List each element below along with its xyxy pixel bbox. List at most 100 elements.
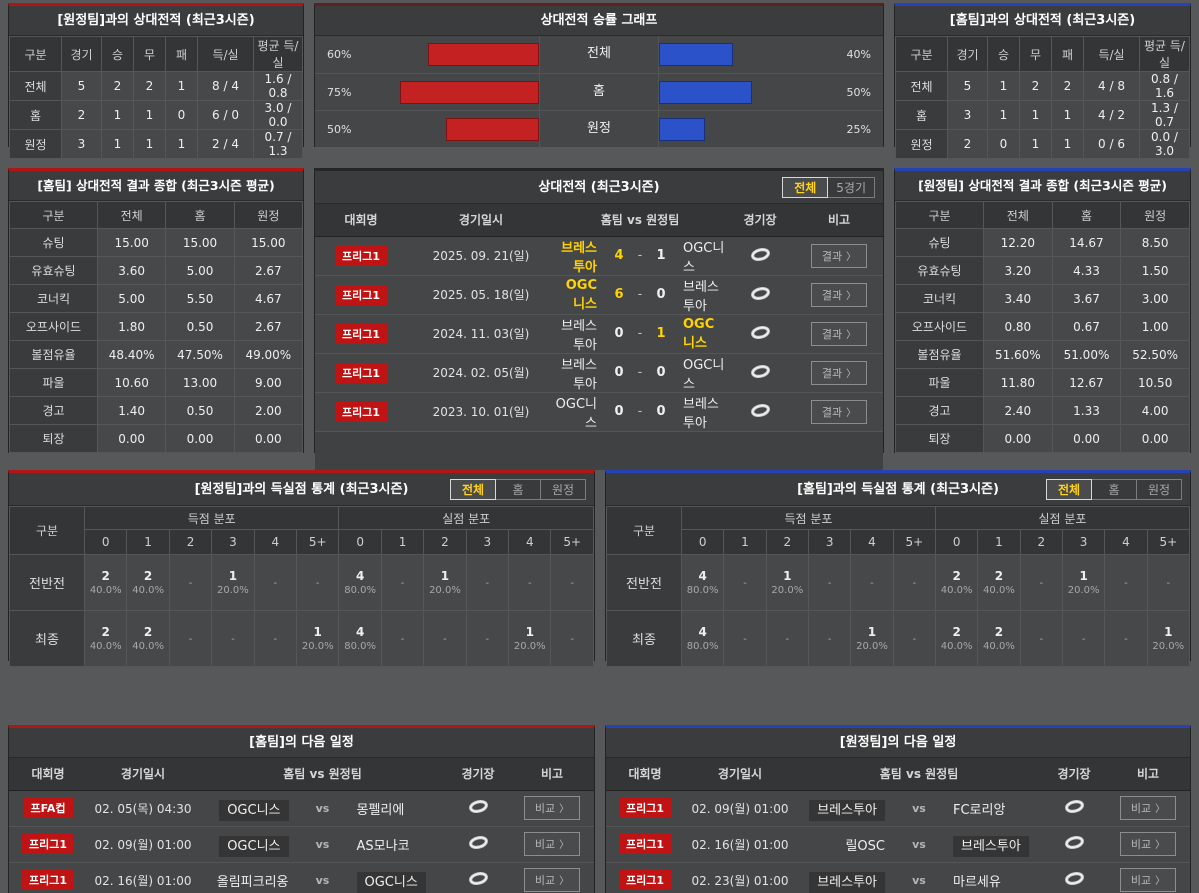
stadium-icon[interactable]	[750, 364, 771, 382]
result-button[interactable]: 결과 〉	[810, 399, 868, 424]
cell: -	[807, 610, 852, 667]
panel-title: [원정팀]과의 득실점 통계 (최근3시즌) 전체 홈 원정	[9, 473, 594, 506]
chart-row-label: 전체	[587, 46, 611, 61]
home-team-name: OGC니스	[219, 835, 289, 857]
col-header: 경기일시	[87, 758, 199, 791]
tab-last5[interactable]: 5경기	[827, 177, 875, 198]
cell: 3	[61, 129, 102, 159]
away-team-name: 몽펠리에	[356, 802, 405, 818]
cell: 1.00	[1120, 312, 1190, 341]
match-date: 02. 16(월) 01:00	[691, 837, 789, 852]
col-header: 전체	[96, 201, 167, 229]
cell: -	[1061, 610, 1106, 667]
stadium-icon[interactable]	[1064, 799, 1085, 817]
cell: 1 20.0%	[296, 610, 340, 667]
compare-button[interactable]: 비교 〉	[523, 832, 581, 856]
cell: 0	[987, 129, 1020, 159]
tab-home[interactable]: 홈	[1091, 479, 1137, 500]
cell: 4.33	[1051, 256, 1122, 285]
cell: 2 40.0%	[126, 610, 170, 667]
tab-away[interactable]: 원정	[1136, 479, 1182, 500]
compare-button[interactable]: 비교 〉	[1119, 796, 1177, 820]
row-label: 최종	[9, 610, 85, 667]
cell: 52.50%	[1120, 340, 1190, 369]
stadium-icon[interactable]	[1064, 835, 1085, 853]
table-row: 홈 3 1 1 1 4 / 2 1.3 / 0.7	[895, 100, 1190, 130]
cell: 3.00	[1120, 284, 1190, 313]
left-percent-label: 50%	[327, 122, 352, 136]
home-team-name: OGC니스	[219, 799, 289, 821]
bin-header: 1	[723, 529, 767, 555]
cell: 1.50	[1120, 256, 1190, 285]
table-row: 파울 11.80 12.67 10.50	[895, 368, 1190, 397]
col-header: 대회명	[315, 204, 407, 237]
cell: 1	[165, 129, 198, 159]
cell: 1	[133, 129, 166, 159]
home-team-name: 릴OSC	[845, 838, 885, 854]
stadium-icon[interactable]	[750, 403, 771, 421]
row-label: 퇴장	[9, 424, 98, 453]
stadium-icon[interactable]	[468, 799, 489, 817]
compare-button[interactable]: 비교 〉	[1119, 868, 1177, 893]
col-header: 홈팀 vs 원정팀	[555, 204, 725, 237]
result-button[interactable]: 결과 〉	[810, 360, 868, 385]
cell: 2.67	[233, 312, 304, 341]
compare-button[interactable]: 비교 〉	[1119, 832, 1177, 856]
cell: 2.40	[983, 396, 1053, 425]
cell: 12.20	[983, 228, 1053, 257]
cell: -	[850, 554, 894, 611]
tab-all[interactable]: 전체	[450, 479, 496, 500]
col-header: 경기장	[1042, 758, 1106, 791]
score-separator: -	[637, 404, 643, 419]
tab-all[interactable]: 전체	[782, 177, 829, 198]
cell: 4 80.0%	[680, 554, 725, 611]
compare-button[interactable]: 비교 〉	[523, 868, 581, 893]
panel-title: [원정팀] 상대전적 결과 종합 (최근3시즌 평균)	[895, 171, 1190, 201]
stadium-icon[interactable]	[1064, 871, 1085, 889]
tab-home[interactable]: 홈	[495, 479, 541, 500]
tab-all[interactable]: 전체	[1046, 479, 1092, 500]
table-row: 전체 5 2 2 1 8 / 4 1.6 / 0.8	[9, 71, 303, 101]
cell: 13.00	[165, 368, 235, 397]
stadium-icon[interactable]	[468, 871, 489, 889]
home-team-name: 브레스투아	[561, 357, 597, 392]
cell: 10.60	[96, 368, 167, 397]
away-team-name: OGC니스	[683, 240, 725, 275]
home-summary-table: 구분 전체 홈 원정 슈팅 15.00 15.00 15.00 유효슈팅 3.60 5.0…	[9, 201, 304, 453]
right-percent-label: 40%	[846, 48, 871, 61]
home-team-name: OGC니스	[565, 277, 597, 312]
cell: 1 20.0%	[1061, 554, 1106, 611]
league-badge: 프리그1	[334, 323, 387, 344]
match-date: 2025. 09. 21(일)	[432, 249, 530, 263]
stadium-icon[interactable]	[468, 835, 489, 853]
row-label: 코너킥	[9, 284, 98, 313]
away-team-name: 브레스투아	[953, 835, 1029, 857]
away-team-name: 브레스투아	[683, 279, 719, 314]
cell: 1.3 / 0.7	[1139, 100, 1190, 130]
chart-row-label: 원정	[587, 121, 611, 136]
tab-away[interactable]: 원정	[540, 479, 586, 500]
stadium-icon[interactable]	[750, 247, 771, 265]
home-team-name: 브레스투아	[561, 240, 597, 275]
home-team-name: 브레스투아	[809, 871, 885, 893]
row-label: 전반전	[606, 554, 682, 611]
stadium-icon[interactable]	[750, 286, 771, 304]
compare-button[interactable]: 비교 〉	[523, 796, 581, 820]
row-label: 전체	[895, 71, 948, 101]
score-separator: -	[637, 326, 643, 341]
result-button[interactable]: 결과 〉	[810, 243, 868, 268]
cell: 8.50	[1120, 228, 1190, 257]
col-header: 원정	[1120, 201, 1190, 229]
cell: 1	[101, 129, 134, 159]
cell: -	[253, 554, 298, 611]
stadium-icon[interactable]	[750, 325, 771, 343]
schedule-row: 프리그1 02. 09(월) 01:00 브레스투아 vs FC로리앙 비교 〉	[606, 789, 1190, 826]
bin-header: 4	[253, 529, 298, 555]
result-button[interactable]: 결과 〉	[810, 282, 868, 307]
bin-header: 1	[977, 529, 1021, 555]
result-button[interactable]: 결과 〉	[810, 321, 868, 346]
cell: 2	[947, 129, 988, 159]
chevron-right-icon: 〉	[846, 407, 857, 419]
col-header: 비고	[1106, 758, 1190, 791]
away-team-h2h-panel: [원정팀]과의 상대전적 (최근3시즌) 구분 경기 승 무 패 득/실 평균 …	[8, 3, 304, 159]
